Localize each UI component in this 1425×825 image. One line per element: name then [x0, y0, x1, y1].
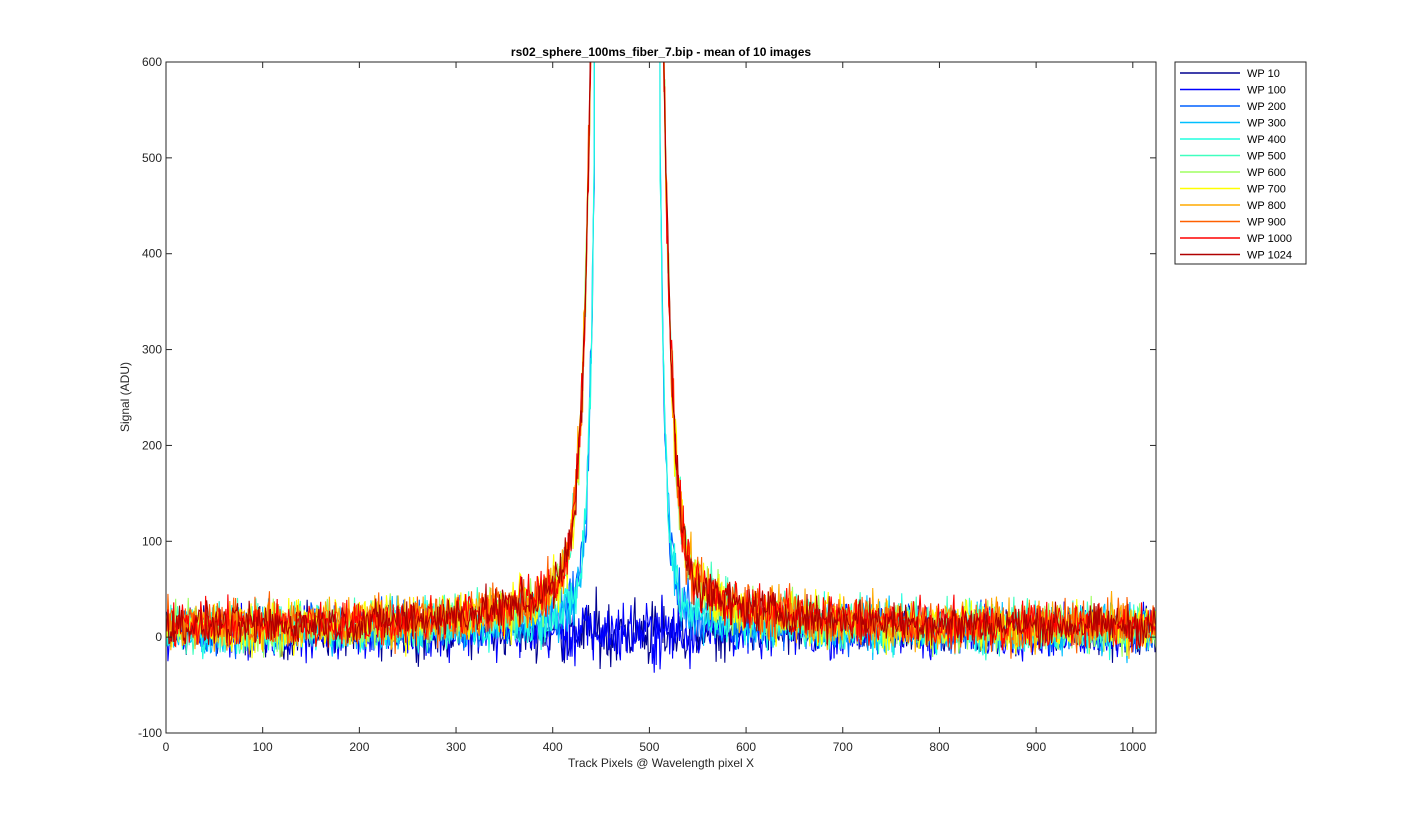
legend-label: WP 600	[1247, 167, 1286, 179]
x-tick-label: 800	[929, 740, 949, 754]
x-axis-ticks: 0 100 200 300 400 500 600 700 800 900 1000	[163, 62, 1146, 754]
x-tick-label: 1000	[1119, 740, 1146, 754]
x-tick-label: 300	[446, 740, 466, 754]
y-tick-label: 500	[142, 151, 162, 165]
legend-label: WP 100	[1247, 85, 1286, 97]
x-tick-label: 700	[833, 740, 853, 754]
x-tick-label: 100	[253, 740, 273, 754]
x-axis-label: Track Pixels @ Wavelength pixel X	[568, 756, 754, 770]
y-tick-label: 400	[142, 247, 162, 261]
legend-label: WP 300	[1247, 118, 1286, 130]
y-tick-label: 200	[142, 438, 162, 452]
legend-label: WP 900	[1247, 217, 1286, 229]
legend-label: WP 200	[1247, 101, 1286, 113]
y-tick-label: -100	[138, 726, 162, 740]
x-tick-label: 900	[1026, 740, 1046, 754]
plot-frame	[165, 61, 1157, 734]
x-tick-label: 500	[639, 740, 659, 754]
chart-title: rs02_sphere_100ms_fiber_7.bip - mean of …	[511, 45, 811, 59]
legend-label: WP 800	[1247, 200, 1286, 212]
legend: WP 10 WP 100 WP 200 WP 300 WP 400 WP 500 WP 60…	[1174, 61, 1307, 265]
legend-label: WP 10	[1247, 68, 1280, 80]
x-tick-label: 0	[163, 740, 170, 754]
legend-label: WP 400	[1247, 134, 1286, 146]
legend-box	[1174, 61, 1307, 265]
series-layer	[166, 62, 1156, 673]
x-tick-label: 400	[543, 740, 563, 754]
y-axis-ticks: -100 0 100 200 300 400 500 600	[138, 55, 1156, 740]
legend-label: WP 1000	[1247, 233, 1292, 245]
legend-items: WP 10 WP 100 WP 200 WP 300 WP 400 WP 500 WP 60…	[1180, 68, 1292, 262]
legend-label: WP 500	[1247, 151, 1286, 163]
legend-label: WP 700	[1247, 184, 1286, 196]
y-tick-label: 0	[155, 630, 162, 644]
x-tick-label: 200	[349, 740, 369, 754]
y-tick-label: 100	[142, 534, 162, 548]
y-axis-label: Signal (ADU)	[118, 362, 132, 432]
x-tick-label: 600	[736, 740, 756, 754]
series-line	[166, 62, 1156, 651]
y-tick-label: 300	[142, 343, 162, 357]
y-tick-label: 600	[142, 55, 162, 69]
legend-label: WP 1024	[1247, 250, 1292, 262]
